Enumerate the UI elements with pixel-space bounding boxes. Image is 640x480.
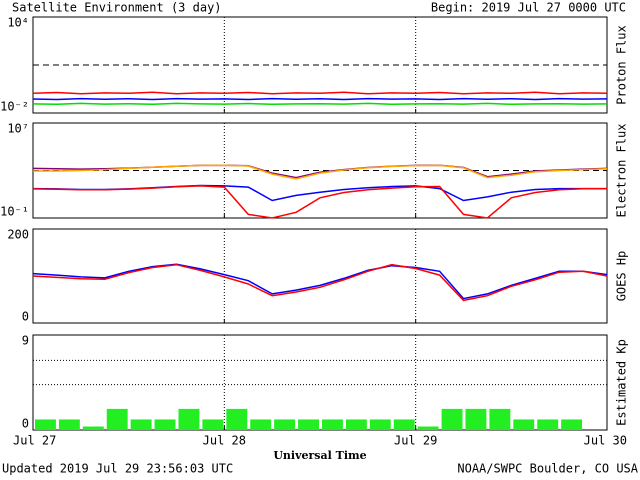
y-tick-label: 9 bbox=[22, 334, 29, 348]
x-tick-label: Jul 27 bbox=[13, 434, 56, 448]
series-line bbox=[32, 185, 607, 219]
series-line bbox=[33, 164, 608, 180]
bar bbox=[369, 419, 391, 430]
y-tick-label: 10⁻² bbox=[0, 100, 29, 114]
bar bbox=[106, 408, 128, 430]
series-line bbox=[32, 263, 608, 300]
bar bbox=[322, 419, 343, 430]
bar bbox=[58, 419, 80, 430]
bar bbox=[226, 408, 248, 430]
bar bbox=[82, 426, 104, 430]
source: NOAA/SWPC Boulder, CO USA bbox=[457, 462, 638, 476]
series-line bbox=[32, 97, 608, 101]
bar bbox=[35, 419, 56, 430]
bar bbox=[441, 408, 463, 430]
bar bbox=[561, 419, 583, 430]
bar bbox=[537, 419, 559, 430]
bar bbox=[298, 419, 319, 430]
y-axis-label: Estimated Kp bbox=[615, 339, 629, 426]
bar bbox=[178, 408, 200, 430]
bar bbox=[345, 419, 367, 430]
series-line bbox=[32, 91, 608, 95]
bar bbox=[274, 419, 296, 430]
bar bbox=[393, 419, 415, 430]
title: Satellite Environment (3 day) bbox=[12, 1, 222, 15]
bar bbox=[154, 419, 176, 430]
series-line bbox=[32, 263, 608, 302]
y-tick-label: 0 bbox=[22, 417, 29, 431]
bar bbox=[417, 426, 439, 430]
y-axis-label: GOES Hp bbox=[615, 251, 629, 302]
bar bbox=[250, 419, 272, 430]
y-tick-label: 200 bbox=[7, 228, 29, 242]
updated: Updated 2019 Jul 29 23:56:03 UTC bbox=[2, 462, 233, 476]
y-axis-label: Electron Flux bbox=[615, 124, 629, 218]
y-tick-label: 10⁻¹ bbox=[0, 205, 29, 219]
series-line bbox=[32, 102, 608, 106]
y-tick-label: 10⁷ bbox=[7, 122, 29, 136]
x-axis-label: Universal Time bbox=[273, 449, 366, 462]
bar bbox=[513, 419, 535, 430]
begin-time: Begin: 2019 Jul 27 0000 UTC bbox=[431, 1, 626, 15]
bar bbox=[202, 419, 224, 430]
bar bbox=[489, 408, 511, 430]
x-tick-label: Jul 30 bbox=[584, 434, 627, 448]
x-tick-label: Jul 28 bbox=[203, 434, 246, 448]
panel-frame bbox=[32, 334, 608, 431]
y-axis-label: Proton Flux bbox=[615, 25, 629, 104]
x-tick-label: Jul 29 bbox=[394, 434, 437, 448]
y-tick-label: 10⁴ bbox=[7, 16, 29, 30]
bar bbox=[130, 419, 152, 430]
bar bbox=[465, 408, 487, 430]
y-tick-label: 0 bbox=[22, 310, 29, 324]
